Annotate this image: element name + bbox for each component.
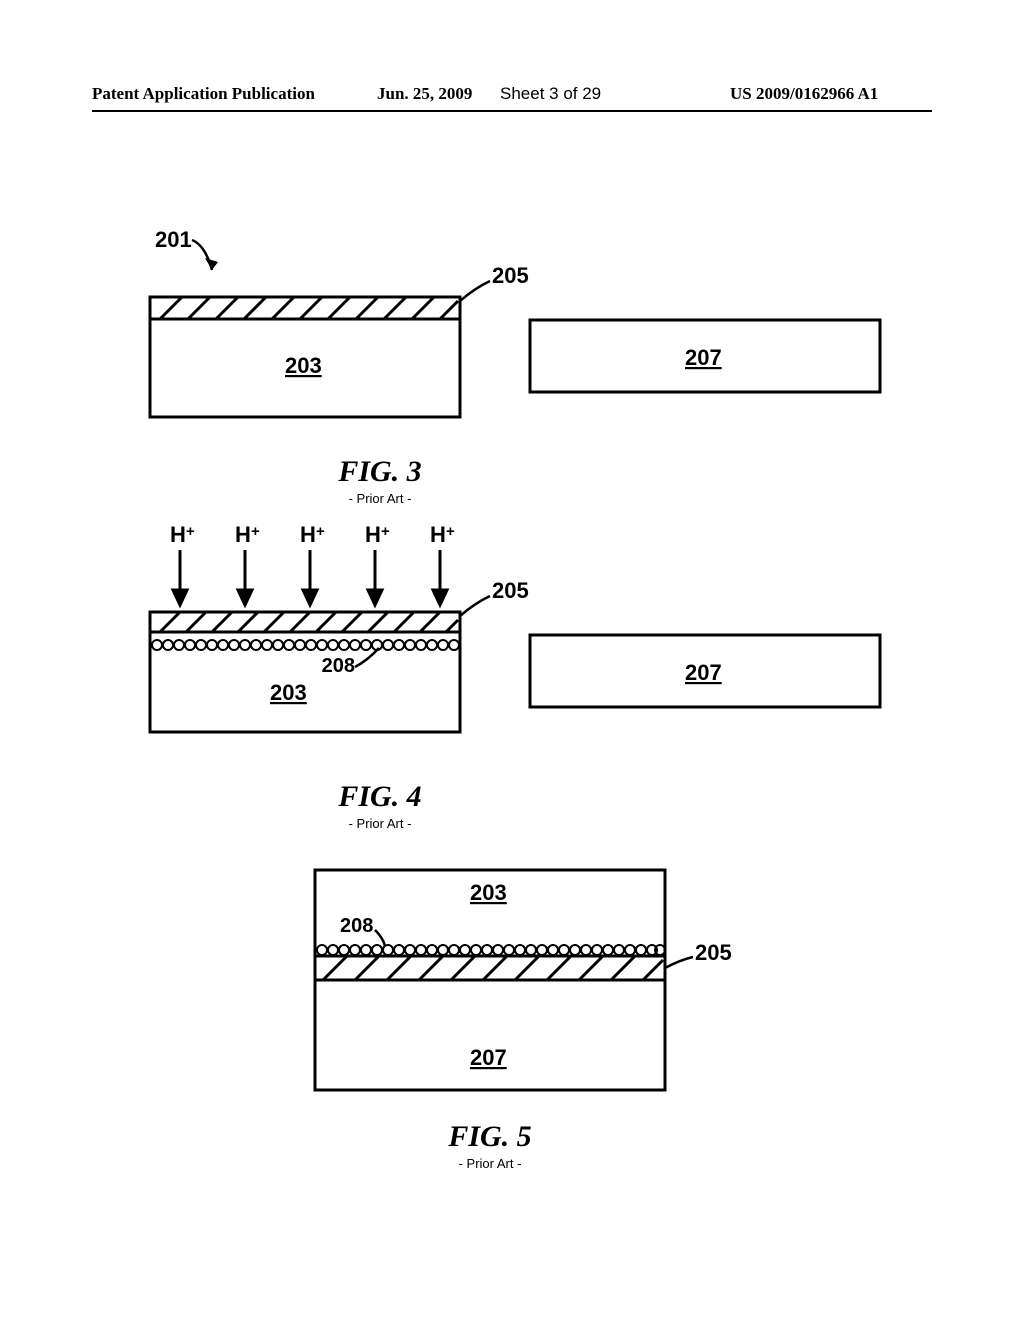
ref-207-fig3: 207 (685, 345, 722, 370)
header-date: Jun. 25, 2009 (377, 84, 472, 104)
svg-text:+: + (316, 523, 325, 540)
svg-text:+: + (251, 523, 260, 540)
ref-203-fig3: 203 (285, 353, 322, 378)
ref-207-fig4: 207 (685, 660, 722, 685)
ref-207-fig5: 207 (470, 1045, 507, 1070)
header-publication: Patent Application Publication (92, 84, 315, 104)
figure-3: 201 203 205 (130, 225, 900, 506)
fig5-priorart: - Prior Art - (285, 1156, 695, 1171)
ion-label-3: H (300, 522, 316, 547)
figure-5: 203 208 (285, 860, 755, 1171)
ref-205-fig5: 205 (695, 940, 732, 965)
page-header: Patent Application Publication Jun. 25, … (0, 82, 1024, 114)
svg-text:+: + (186, 523, 195, 540)
ion-label-1: H (170, 522, 186, 547)
header-rule (92, 110, 932, 112)
ref-201: 201 (155, 227, 192, 252)
ion-label-5: H (430, 522, 446, 547)
fig5-label: FIG. 5 (285, 1120, 695, 1154)
ref-208-fig4: 208 (322, 655, 355, 677)
fig3-priorart: - Prior Art - (280, 491, 480, 506)
ion-label-2: H (235, 522, 251, 547)
fig3-label: FIG. 3 (280, 455, 480, 489)
svg-text:+: + (381, 523, 390, 540)
ref-205-fig4: 205 (492, 578, 529, 603)
patent-page: Patent Application Publication Jun. 25, … (0, 0, 1024, 1320)
ion-label-4: H (365, 522, 381, 547)
ref-205-fig3: 205 (492, 263, 529, 288)
svg-text:+: + (446, 523, 455, 540)
fig4-priorart: - Prior Art - (280, 816, 480, 831)
header-sheet: Sheet 3 of 29 (500, 84, 601, 104)
header-pubnum: US 2009/0162966 A1 (730, 84, 878, 104)
fig4-label: FIG. 4 (280, 780, 480, 814)
ref-208-fig5: 208 (340, 915, 373, 937)
figure-4: H+ H+ H+ H+ H+ (130, 520, 900, 831)
ref-203-fig5: 203 (470, 880, 507, 905)
ref-203-fig4: 203 (270, 680, 307, 705)
